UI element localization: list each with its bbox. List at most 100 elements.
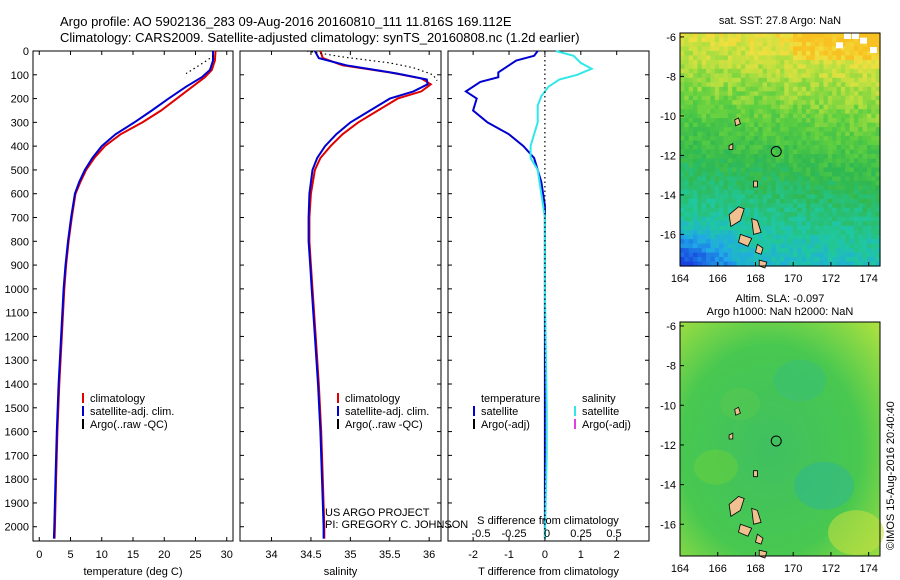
plot-frame xyxy=(239,50,442,542)
sst-cell xyxy=(749,243,755,249)
sst-cell xyxy=(701,167,707,173)
sst-cell xyxy=(810,100,816,106)
y-tick-label: 1000 xyxy=(5,284,29,296)
sst-cell xyxy=(697,216,703,222)
sst-cell xyxy=(723,176,729,182)
sst-cell xyxy=(693,37,698,43)
sst-cell xyxy=(706,122,711,128)
sst-cell xyxy=(680,50,685,56)
sst-cell xyxy=(710,122,716,128)
sst-cell xyxy=(793,55,798,61)
sst-cell xyxy=(853,55,859,61)
sst-cell xyxy=(697,203,703,209)
sst-cell xyxy=(797,162,803,168)
sst-cell xyxy=(858,176,864,182)
sst-cell xyxy=(688,95,694,101)
sst-cell xyxy=(753,109,759,115)
sst-cell xyxy=(827,86,833,92)
sst-cell xyxy=(727,95,733,101)
sst-cell xyxy=(688,225,694,231)
sst-cell xyxy=(749,252,755,258)
sst-cell xyxy=(784,185,790,191)
sst-cell xyxy=(875,86,881,92)
sst-cell xyxy=(740,33,746,39)
sst-cell xyxy=(801,248,807,254)
sst-cell xyxy=(697,109,703,115)
sst-cell xyxy=(797,82,803,88)
sst-cell xyxy=(871,207,877,213)
sst-cell xyxy=(710,59,716,65)
sst-cell xyxy=(719,91,724,97)
sst-cell xyxy=(875,171,881,177)
sst-cell xyxy=(858,104,864,110)
sst-cell xyxy=(758,55,764,61)
sst-cell xyxy=(701,248,707,254)
sst-cell xyxy=(758,176,764,182)
missing-cell xyxy=(844,33,851,39)
sst-cell xyxy=(701,95,707,101)
sst-cell xyxy=(875,194,881,200)
sst-cell xyxy=(710,189,716,195)
sst-cell xyxy=(706,234,711,240)
sst-cell xyxy=(740,221,746,227)
sst-cell xyxy=(749,194,755,200)
sst-cell xyxy=(710,203,716,209)
sst-cell xyxy=(845,68,851,74)
sst-cell xyxy=(793,252,798,258)
sst-cell xyxy=(697,230,703,236)
sst-cell xyxy=(701,113,707,119)
sst-cell xyxy=(710,171,716,177)
sst-cell xyxy=(740,180,746,186)
sst-cell xyxy=(867,104,872,110)
sst-cell xyxy=(845,50,851,56)
sst-cell xyxy=(697,162,703,168)
lon-tick-label: 164 xyxy=(671,563,689,575)
sst-cell xyxy=(775,113,781,119)
sst-cell xyxy=(732,252,738,258)
sst-cell xyxy=(727,64,733,70)
sst-cell xyxy=(853,140,859,146)
sst-cell xyxy=(736,145,742,151)
sst-cell xyxy=(836,185,842,191)
sst-cell xyxy=(697,248,703,254)
sst-cell xyxy=(793,185,798,191)
series-satellite-adj.-clim. xyxy=(52,51,214,539)
sst-cell xyxy=(771,230,777,236)
sst-cell xyxy=(719,95,724,101)
sst-cell xyxy=(767,131,772,137)
sst-cell xyxy=(853,189,859,195)
sst-cell xyxy=(697,64,703,70)
sst-cell xyxy=(775,257,781,263)
sst-cell xyxy=(806,252,811,258)
sst-cell xyxy=(867,55,872,61)
sst-cell xyxy=(680,104,685,110)
sst-cell xyxy=(762,140,768,146)
sst-cell xyxy=(680,243,685,249)
sst-cell xyxy=(788,167,794,173)
sst-cell xyxy=(775,68,781,74)
sst-cell xyxy=(775,145,781,151)
sst-cell xyxy=(836,239,842,245)
sst-cell xyxy=(710,252,716,258)
sst-cell xyxy=(793,59,798,65)
sst-cell xyxy=(740,248,746,254)
sst-cell xyxy=(753,167,759,173)
sst-cell xyxy=(819,207,824,213)
sst-cell xyxy=(827,46,833,52)
sst-cell xyxy=(727,46,733,52)
sst-cell xyxy=(875,95,881,101)
sst-cell xyxy=(797,221,803,227)
sst-cell xyxy=(867,212,872,218)
sst-cell xyxy=(867,198,872,204)
sst-cell xyxy=(762,131,768,137)
sst-cell xyxy=(810,91,816,97)
sst-cell xyxy=(693,91,698,97)
sst-cell xyxy=(810,252,816,258)
sst-cell xyxy=(827,127,833,133)
sst-cell xyxy=(849,171,855,177)
sst-cell xyxy=(814,86,820,92)
sst-cell xyxy=(784,86,790,92)
sst-cell xyxy=(753,261,759,267)
sst-cell xyxy=(736,42,742,48)
sst-cell xyxy=(767,185,772,191)
